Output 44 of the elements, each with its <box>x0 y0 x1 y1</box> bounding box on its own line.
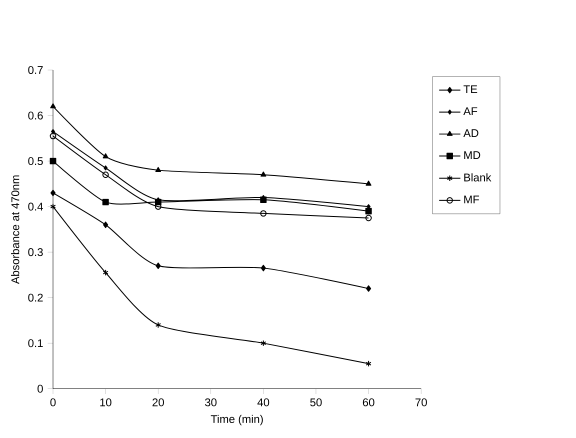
x-tick-label: 0 <box>50 398 56 406</box>
x-tick-label: 10 <box>100 398 112 406</box>
point <box>260 264 266 272</box>
point <box>51 128 56 134</box>
point <box>260 171 266 177</box>
x-tick-label: 50 <box>310 398 322 406</box>
legend-label: TE <box>464 85 478 93</box>
x-tick-label: 60 <box>362 398 374 406</box>
y-tick-label: 0.6 <box>28 112 43 120</box>
y-tick-label: 0 <box>38 384 43 393</box>
x-tick-label: 20 <box>152 398 164 406</box>
point <box>104 165 108 170</box>
point <box>102 153 108 158</box>
y-tick-label: 0.2 <box>28 294 43 302</box>
point <box>366 180 372 186</box>
legend-label: MD <box>464 151 480 159</box>
legend-label: AD <box>463 129 478 137</box>
point <box>50 158 56 164</box>
legend-label: MF <box>464 196 480 204</box>
point <box>50 190 56 196</box>
point <box>103 222 108 228</box>
point <box>366 285 372 292</box>
x-tick-label: 70 <box>416 398 427 406</box>
point <box>102 171 109 178</box>
point <box>155 322 162 328</box>
point <box>365 208 372 214</box>
point <box>156 262 161 269</box>
x-tick-label: 30 <box>205 398 217 406</box>
point <box>102 269 108 276</box>
point <box>260 210 267 217</box>
y-tick-label: 0.3 <box>28 248 43 256</box>
y-tick-label: 0.1 <box>28 339 43 348</box>
x-axis-title: Time (min) <box>210 414 263 426</box>
legend-label: AF <box>463 107 478 115</box>
y-tick-label: 0.4 <box>28 202 43 210</box>
point <box>260 340 266 346</box>
y-axis-title: Absorbance at 470nm <box>11 175 20 284</box>
point <box>102 198 109 206</box>
point <box>50 103 56 108</box>
y-tick-label: 0.7 <box>28 66 43 74</box>
y-tick-label: 0.5 <box>28 157 43 165</box>
point <box>155 166 162 172</box>
legend-label: Blank <box>464 173 492 182</box>
x-tick-label: 40 <box>257 398 270 406</box>
